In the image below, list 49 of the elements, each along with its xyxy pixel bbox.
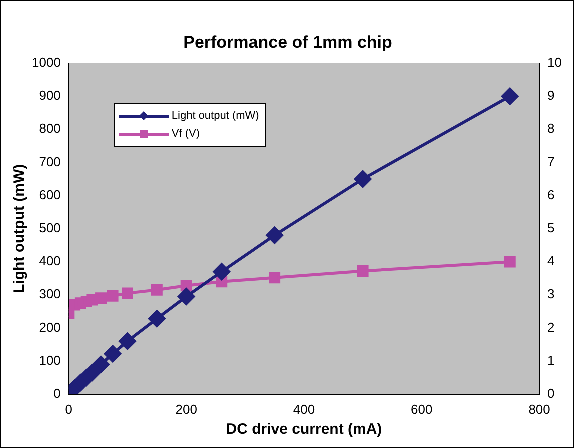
point bbox=[354, 170, 372, 188]
y-tick-label: 400 bbox=[39, 254, 61, 269]
y-axis-title: Light output (mW) bbox=[11, 164, 28, 294]
point bbox=[119, 332, 136, 350]
y2-tick-label: 9 bbox=[548, 88, 555, 104]
y2-tick-label: 4 bbox=[548, 254, 555, 269]
point bbox=[178, 288, 196, 306]
y-tick-label: 100 bbox=[39, 352, 61, 368]
x-axis-title: DC drive current (mA) bbox=[226, 421, 382, 438]
y2-tick-label: 8 bbox=[548, 121, 555, 136]
x-tick-label: 800 bbox=[528, 402, 550, 417]
legend-label: Light output (mW) bbox=[172, 110, 260, 122]
y2-tick-label: 2 bbox=[548, 320, 555, 335]
point bbox=[96, 292, 108, 304]
y-tick-label: 300 bbox=[39, 286, 61, 302]
point bbox=[180, 280, 192, 292]
y-tick-label: 200 bbox=[39, 320, 61, 335]
x-tick-label: 600 bbox=[411, 402, 433, 417]
point bbox=[266, 227, 284, 244]
point bbox=[269, 272, 281, 284]
y-tick-label: 600 bbox=[39, 187, 61, 202]
chart-title: Performance of 1mm chip bbox=[184, 32, 392, 52]
point bbox=[502, 88, 519, 105]
y-tick-label: 500 bbox=[39, 220, 61, 236]
point bbox=[151, 284, 163, 296]
y2-tick-label: 6 bbox=[548, 187, 555, 202]
y2-tick-label: 0 bbox=[548, 386, 555, 401]
y2-tick-label: 7 bbox=[548, 154, 555, 170]
point bbox=[213, 263, 230, 280]
point bbox=[107, 290, 119, 302]
x-tick-label: 400 bbox=[293, 402, 316, 417]
y-tick-label: 900 bbox=[39, 88, 61, 104]
y2-tick-label: 3 bbox=[548, 286, 555, 302]
point bbox=[92, 356, 110, 374]
point bbox=[357, 266, 369, 278]
x-tick-label: 200 bbox=[176, 402, 198, 417]
x-tick-label: 0 bbox=[65, 402, 73, 417]
y2-tick-label: 5 bbox=[548, 220, 555, 236]
point bbox=[122, 288, 134, 300]
y-tick-label: 800 bbox=[39, 121, 61, 136]
y-tick-label: 1000 bbox=[32, 54, 61, 70]
point bbox=[504, 256, 516, 268]
y2-tick-label: 1 bbox=[548, 352, 555, 368]
legend-label: Vf (V) bbox=[172, 128, 200, 140]
y-tick-label: 700 bbox=[39, 154, 61, 170]
y-tick-label: 0 bbox=[54, 386, 61, 401]
point bbox=[104, 346, 122, 363]
point bbox=[148, 310, 166, 328]
y2-tick-label: 10 bbox=[548, 54, 562, 70]
